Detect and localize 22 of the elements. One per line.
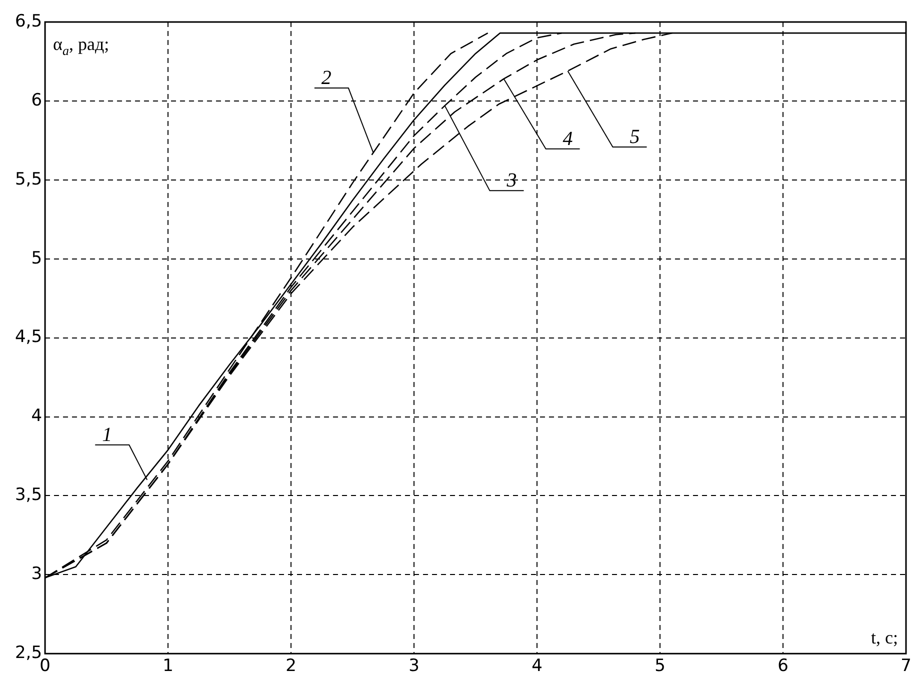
y-tick-label: 4 [31, 406, 42, 426]
x-tick-label: 2 [286, 656, 296, 676]
x-tick-label: 0 [40, 656, 50, 676]
annotation: 3 [506, 170, 517, 192]
y-tick-label: 5,5 [14, 169, 42, 190]
x-tick-label: 3 [408, 656, 420, 676]
x-tick-label: 4 [532, 656, 542, 676]
annotation: 5 [630, 126, 640, 148]
x-tick-label: 6 [778, 656, 788, 676]
annotation: 4 [562, 128, 573, 150]
y-tick-label: 6 [31, 90, 42, 110]
y-tick-label: 5 [31, 248, 42, 268]
annotation: 1 [102, 424, 112, 446]
x-tick-label: 1 [162, 656, 174, 676]
y-tick-label: 3,5 [14, 485, 42, 506]
annotation: 2 [321, 67, 332, 90]
y-tick-label: 3 [31, 564, 42, 584]
y-tick-label: 4,5 [14, 327, 42, 348]
x-tick-label: 7 [900, 656, 912, 676]
x-tick-label: 5 [654, 656, 666, 676]
y-tick-label: 6,5 [14, 11, 42, 32]
x-axis-title: t, с; [871, 628, 898, 648]
